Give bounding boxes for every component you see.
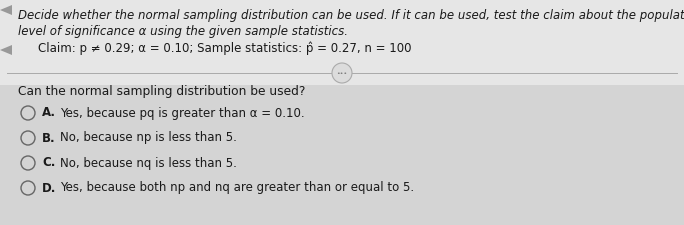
Text: D.: D. [42,182,56,194]
Polygon shape [0,45,12,55]
Text: Yes, because both np and nq are greater than or equal to 5.: Yes, because both np and nq are greater … [60,182,414,194]
Text: Decide whether the normal sampling distribution can be used. If it can be used, : Decide whether the normal sampling distr… [18,9,684,22]
Text: •••: ••• [337,70,347,76]
Text: level of significance α using the given sample statistics.: level of significance α using the given … [18,25,348,38]
Text: B.: B. [42,131,55,144]
Text: No, because np is less than 5.: No, because np is less than 5. [60,131,237,144]
Bar [0,0,684,85]
Polygon shape [0,5,12,15]
Bar [0,85,684,225]
Text: Yes, because pq is greater than α = 0.10.: Yes, because pq is greater than α = 0.10… [60,106,304,119]
Text: Can the normal sampling distribution be used?: Can the normal sampling distribution be … [18,86,305,99]
Text: Claim: p ≠ 0.29; α = 0.10; Sample statistics: p̂ = 0.27, n = 100: Claim: p ≠ 0.29; α = 0.10; Sample statis… [38,41,412,55]
Text: C.: C. [42,157,55,169]
Text: No, because nq is less than 5.: No, because nq is less than 5. [60,157,237,169]
Text: A.: A. [42,106,56,119]
Circle shape [332,63,352,83]
